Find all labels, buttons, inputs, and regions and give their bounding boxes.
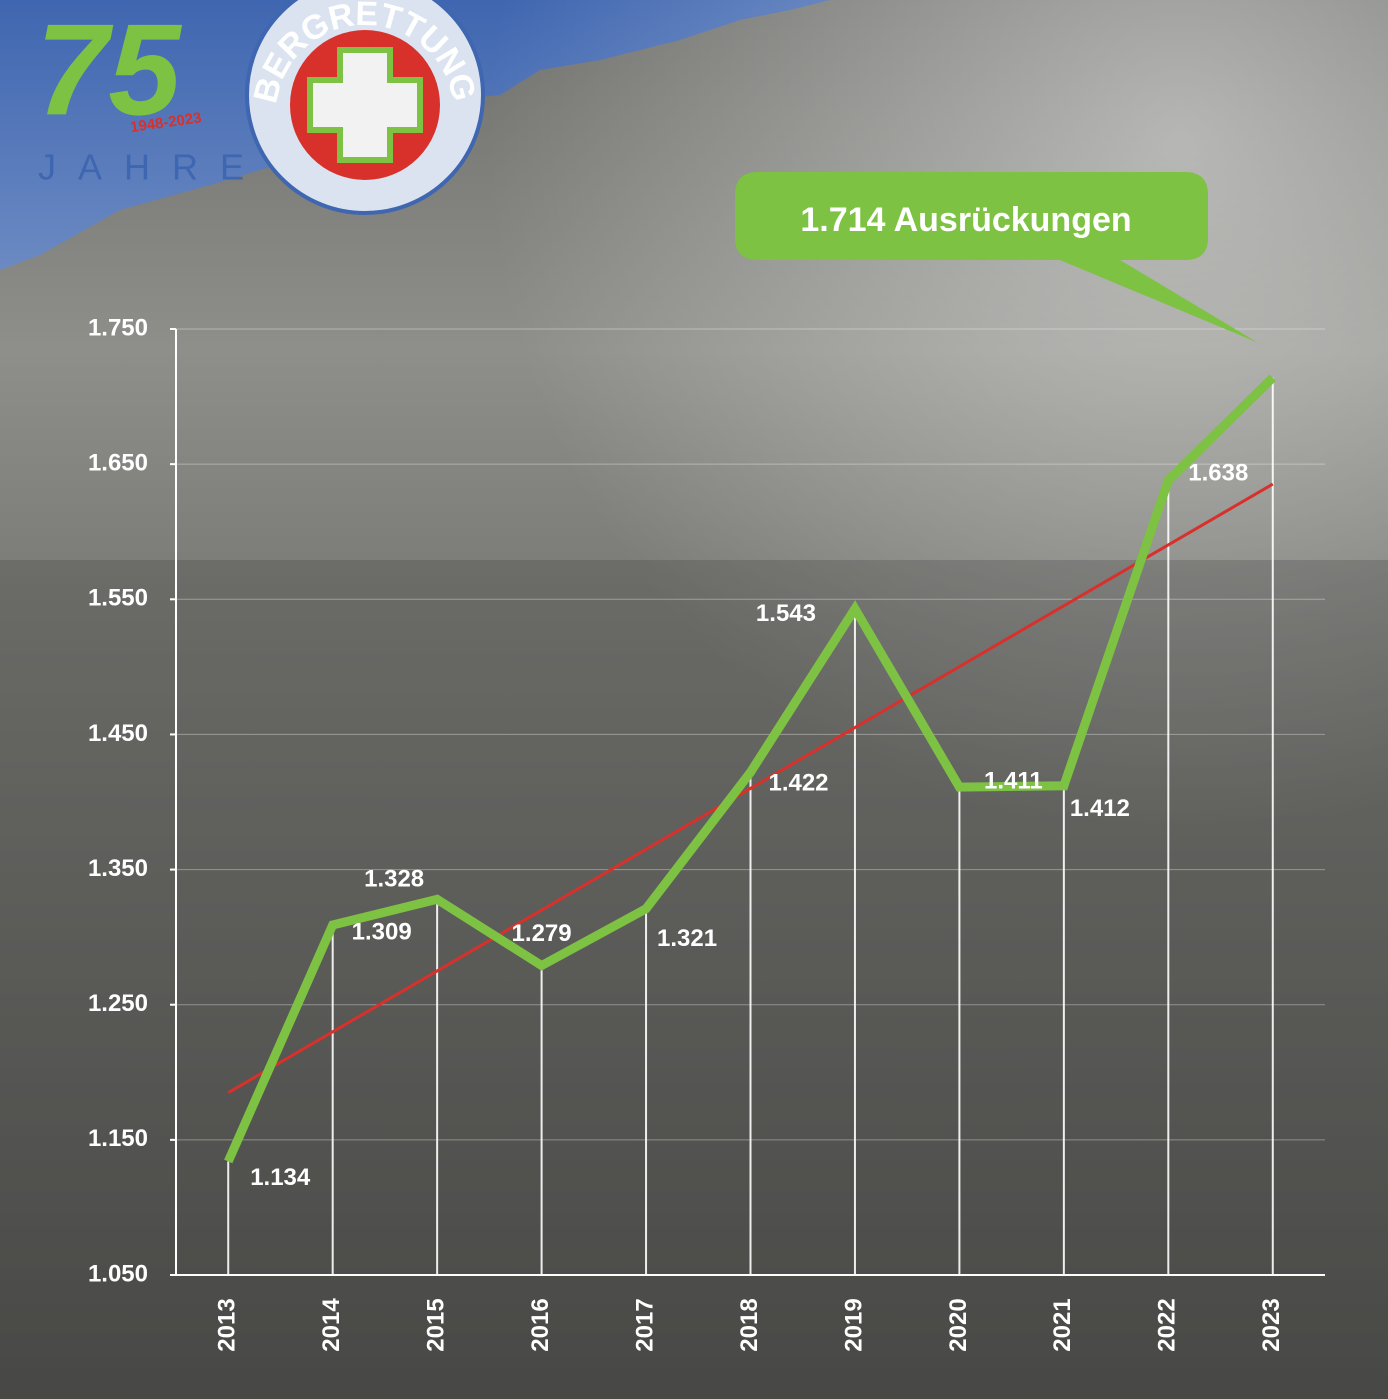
y-tick-label: 1.150 [88,1125,148,1152]
x-tick-label: 2014 [318,1298,345,1352]
logo-number: 75 [36,0,182,142]
y-tick-label: 1.450 [88,720,148,747]
data-label: 1.134 [250,1164,311,1191]
x-tick-label: 2017 [631,1298,658,1351]
y-tick-label: 1.250 [88,990,148,1017]
data-label: 1.638 [1188,460,1248,487]
callout-bubble [735,172,1258,343]
y-tick-label: 1.550 [88,585,148,612]
x-tick-label: 2016 [527,1298,554,1351]
data-label: 1.309 [352,918,412,945]
y-tick-label: 1.350 [88,855,148,882]
data-label: 1.412 [1070,795,1130,822]
x-tick-label: 2021 [1049,1298,1076,1351]
logo-word: JAHRE [38,147,266,188]
data-label: 1.411 [984,767,1043,794]
x-tick-label: 2019 [840,1298,867,1351]
callout-label: 1.714 Ausrückungen [800,201,1131,239]
data-label: 1.422 [768,770,828,797]
y-tick-label: 1.050 [88,1260,148,1287]
x-tick-label: 2022 [1154,1298,1181,1351]
x-tick-label: 2013 [214,1298,241,1351]
x-tick-label: 2015 [422,1298,449,1351]
data-line [224,374,1276,1164]
y-tick-label: 1.650 [88,449,148,476]
snow-shade [0,560,1388,1399]
emblem-cross [307,47,423,163]
x-tick-label: 2023 [1258,1298,1285,1351]
data-label: 1.328 [364,866,424,893]
y-tick-label: 1.750 [88,314,148,341]
data-label: 1.543 [756,600,816,627]
trend-line [227,482,1274,1094]
data-label: 1.321 [657,925,717,952]
data-label: 1.279 [512,920,572,947]
x-tick-label: 2018 [736,1298,763,1351]
logo: 75 1948-2023 JAHRE BERGRETTUNG [36,0,485,215]
x-tick-label: 2020 [945,1298,972,1351]
